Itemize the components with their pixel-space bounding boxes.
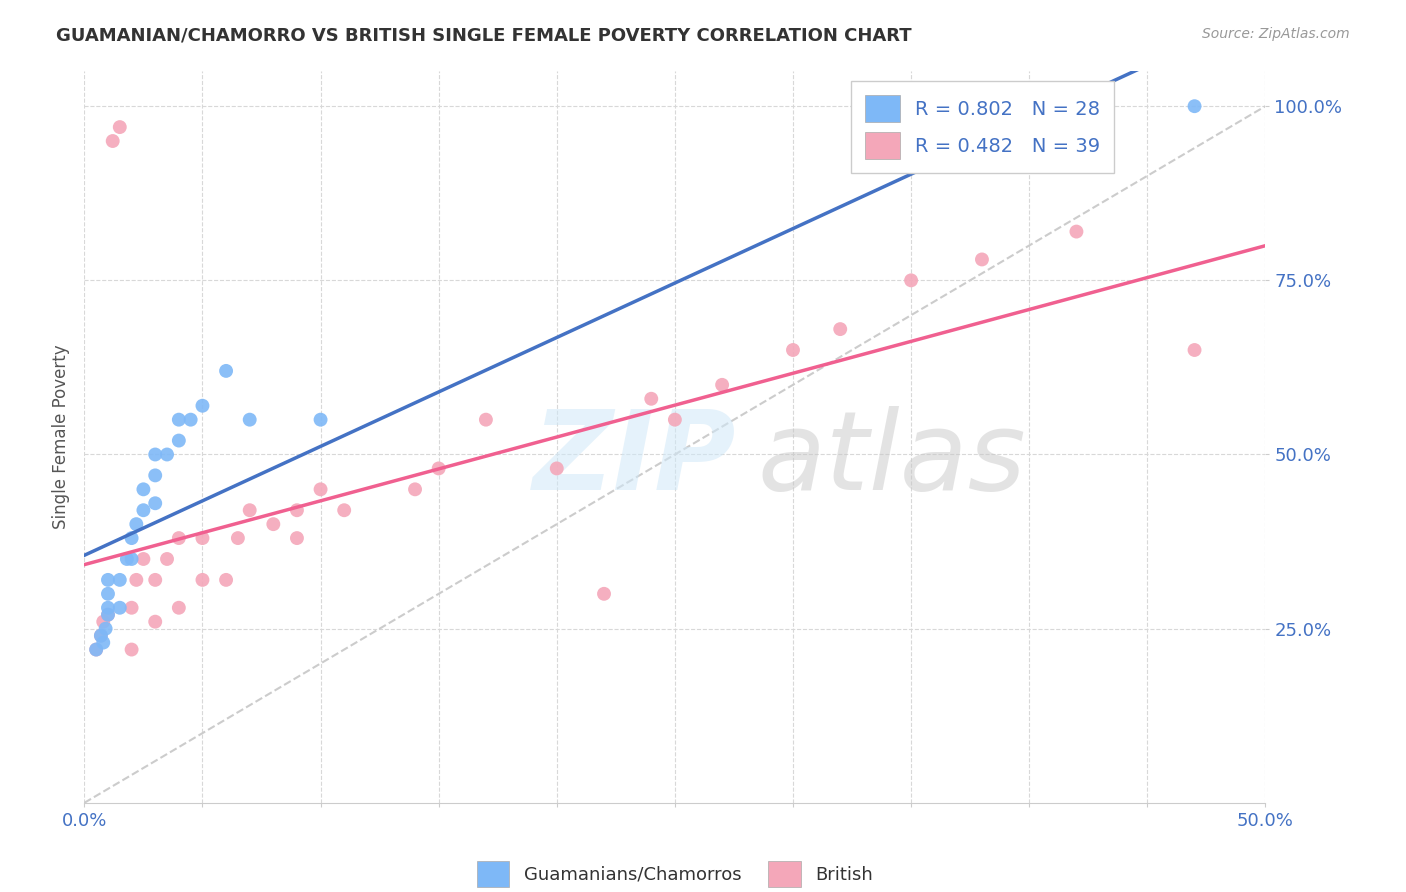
- Point: [285, 531, 308, 545]
- Point: [97, 607, 120, 622]
- Point: [94, 622, 117, 636]
- Point: [167, 531, 190, 545]
- Point: [309, 412, 332, 426]
- Point: [91, 635, 114, 649]
- Point: [84, 642, 107, 657]
- Point: [830, 322, 852, 336]
- Point: [782, 343, 804, 357]
- Point: [191, 399, 214, 413]
- Point: [97, 587, 120, 601]
- Point: [664, 412, 686, 426]
- Point: [101, 134, 124, 148]
- Text: ZIP: ZIP: [533, 406, 737, 513]
- Point: [90, 629, 112, 643]
- Point: [333, 503, 356, 517]
- Point: [404, 483, 426, 497]
- Point: [262, 517, 284, 532]
- Point: [97, 607, 120, 622]
- Point: [156, 448, 179, 462]
- Point: [239, 503, 262, 517]
- Point: [108, 573, 131, 587]
- Point: [125, 517, 148, 532]
- Point: [167, 412, 190, 426]
- Point: [215, 573, 238, 587]
- Point: [167, 600, 190, 615]
- Point: [91, 615, 114, 629]
- Legend: Guamanians/Chamorros, British: Guamanians/Chamorros, British: [464, 848, 886, 892]
- Point: [143, 448, 166, 462]
- Point: [125, 573, 148, 587]
- Point: [546, 461, 568, 475]
- Point: [90, 629, 112, 643]
- Point: [84, 642, 107, 657]
- Point: [711, 377, 734, 392]
- Point: [132, 552, 155, 566]
- Point: [121, 531, 143, 545]
- Text: GUAMANIAN/CHAMORRO VS BRITISH SINGLE FEMALE POVERTY CORRELATION CHART: GUAMANIAN/CHAMORRO VS BRITISH SINGLE FEM…: [56, 27, 912, 45]
- Point: [167, 434, 190, 448]
- Point: [180, 412, 202, 426]
- Point: [121, 600, 143, 615]
- Point: [309, 483, 332, 497]
- Point: [593, 587, 616, 601]
- Point: [143, 468, 166, 483]
- Point: [1184, 99, 1206, 113]
- Point: [239, 412, 262, 426]
- Point: [121, 552, 143, 566]
- Point: [970, 252, 993, 267]
- Point: [156, 552, 179, 566]
- Point: [226, 531, 249, 545]
- Point: [143, 615, 166, 629]
- Point: [108, 120, 131, 134]
- Point: [143, 496, 166, 510]
- Text: Source: ZipAtlas.com: Source: ZipAtlas.com: [1202, 27, 1350, 41]
- Point: [191, 573, 214, 587]
- Point: [1066, 225, 1088, 239]
- Point: [132, 503, 155, 517]
- Point: [215, 364, 238, 378]
- Text: atlas: atlas: [758, 406, 1026, 513]
- Point: [1184, 343, 1206, 357]
- Point: [900, 273, 922, 287]
- Point: [97, 573, 120, 587]
- Point: [132, 483, 155, 497]
- Point: [285, 503, 308, 517]
- Point: [143, 573, 166, 587]
- Point: [121, 642, 143, 657]
- Point: [115, 552, 138, 566]
- Y-axis label: Single Female Poverty: Single Female Poverty: [52, 345, 70, 529]
- Point: [427, 461, 450, 475]
- Point: [475, 412, 498, 426]
- Point: [191, 531, 214, 545]
- Point: [640, 392, 662, 406]
- Point: [108, 600, 131, 615]
- Point: [97, 600, 120, 615]
